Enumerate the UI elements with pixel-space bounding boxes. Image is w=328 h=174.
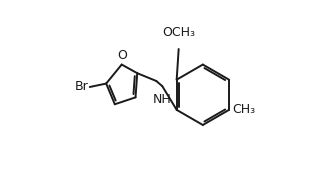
Text: O: O [117,49,127,62]
Text: Br: Br [75,81,89,93]
Text: CH₃: CH₃ [232,103,255,116]
Text: NH: NH [153,93,172,106]
Text: OCH₃: OCH₃ [162,26,195,39]
